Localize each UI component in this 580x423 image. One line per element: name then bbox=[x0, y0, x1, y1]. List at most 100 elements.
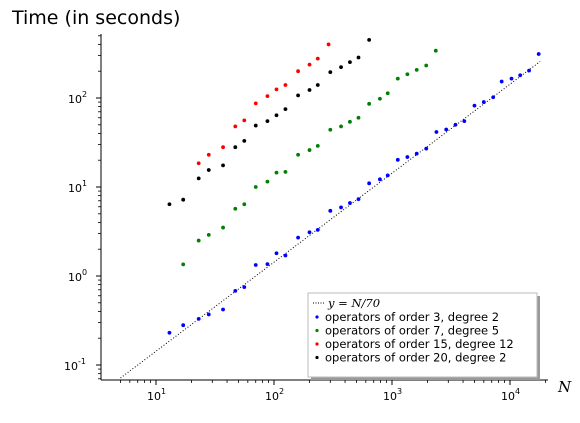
y-tick-label: 10-1 bbox=[64, 357, 86, 373]
data-point bbox=[181, 197, 186, 202]
y-tick-exponent: 2 bbox=[82, 90, 87, 99]
legend-reference-rhs: N/70 bbox=[350, 296, 380, 310]
legend-marker bbox=[315, 355, 319, 360]
data-point bbox=[367, 101, 372, 106]
data-point bbox=[296, 69, 300, 74]
data-point bbox=[274, 170, 279, 175]
data-point bbox=[283, 83, 288, 87]
data-point bbox=[328, 70, 333, 75]
data-point bbox=[296, 235, 300, 240]
x-tick-exponent: 4 bbox=[515, 387, 520, 396]
legend-reference-eq: = bbox=[335, 296, 352, 310]
x-tick-label: 104 bbox=[501, 387, 520, 403]
data-point bbox=[315, 227, 320, 232]
data-point bbox=[472, 103, 477, 108]
data-point bbox=[265, 94, 270, 99]
x-tick-label: 102 bbox=[265, 387, 284, 403]
data-point bbox=[242, 285, 247, 290]
data-point bbox=[242, 138, 247, 143]
data-point bbox=[253, 185, 258, 189]
data-point bbox=[265, 179, 270, 184]
data-point bbox=[196, 316, 201, 321]
x-tick-label: 101 bbox=[147, 387, 166, 403]
data-point bbox=[307, 62, 312, 67]
data-point bbox=[315, 56, 320, 61]
legend-box bbox=[307, 292, 538, 378]
data-point bbox=[296, 152, 300, 157]
legend-label: operators of order 7, degree 5 bbox=[325, 324, 499, 338]
series-4 bbox=[167, 37, 372, 207]
data-point bbox=[326, 42, 331, 47]
legend-label: operators of order 15, degree 12 bbox=[325, 337, 514, 351]
data-point bbox=[414, 67, 419, 72]
data-point bbox=[367, 181, 372, 186]
series-2 bbox=[181, 48, 438, 267]
data-point bbox=[274, 251, 279, 256]
data-point bbox=[356, 55, 361, 60]
data-point bbox=[233, 145, 238, 150]
data-point bbox=[283, 253, 288, 258]
x-axis-label: N bbox=[557, 378, 572, 396]
data-point bbox=[206, 232, 211, 237]
data-point bbox=[385, 173, 390, 178]
data-point bbox=[509, 76, 514, 81]
data-point bbox=[462, 119, 467, 124]
data-point bbox=[296, 93, 300, 98]
data-point bbox=[206, 312, 211, 317]
data-point bbox=[274, 113, 279, 118]
legend-label: operators of order 20, degree 2 bbox=[325, 351, 506, 365]
reference-line bbox=[120, 61, 541, 379]
x-tick-exponent: 2 bbox=[279, 387, 284, 396]
legend-marker bbox=[315, 342, 319, 346]
data-point bbox=[206, 152, 211, 157]
data-point bbox=[356, 197, 361, 202]
y-tick-exponent: -1 bbox=[78, 357, 86, 366]
data-point bbox=[181, 323, 186, 328]
data-point bbox=[167, 202, 172, 207]
data-point bbox=[233, 289, 238, 293]
data-point bbox=[536, 52, 541, 56]
data-point bbox=[328, 127, 333, 132]
data-point bbox=[283, 169, 288, 174]
data-point bbox=[339, 65, 343, 70]
data-point bbox=[453, 122, 458, 127]
legend-reference-lhs: y bbox=[327, 296, 335, 310]
data-point bbox=[253, 123, 258, 128]
data-point bbox=[221, 163, 225, 168]
data-point bbox=[274, 87, 279, 92]
data-point bbox=[518, 73, 523, 78]
data-point bbox=[242, 202, 247, 207]
data-point bbox=[414, 151, 419, 156]
y-tick-label: 101 bbox=[68, 179, 87, 195]
data-point bbox=[253, 263, 258, 267]
data-point bbox=[196, 176, 201, 181]
data-points bbox=[167, 37, 541, 335]
data-point bbox=[221, 145, 225, 150]
x-tick-exponent: 1 bbox=[161, 387, 166, 396]
series-3 bbox=[196, 42, 331, 166]
data-point bbox=[339, 124, 343, 129]
data-point bbox=[424, 146, 429, 151]
legend-marker bbox=[315, 315, 319, 319]
data-point bbox=[265, 262, 270, 267]
data-point bbox=[348, 119, 352, 124]
data-point bbox=[395, 157, 400, 162]
data-point bbox=[444, 127, 449, 132]
data-point bbox=[221, 225, 225, 230]
data-point bbox=[405, 72, 410, 77]
data-point bbox=[434, 130, 439, 134]
data-point bbox=[367, 37, 372, 42]
data-point bbox=[424, 63, 429, 68]
data-point bbox=[196, 161, 201, 166]
data-point bbox=[206, 168, 211, 172]
data-point bbox=[167, 330, 172, 335]
data-point bbox=[181, 262, 186, 267]
data-point bbox=[315, 143, 320, 148]
data-point bbox=[499, 79, 504, 84]
data-point bbox=[378, 177, 382, 182]
data-point bbox=[328, 208, 333, 213]
data-point bbox=[265, 119, 270, 124]
data-point bbox=[307, 230, 312, 235]
x-tick-label: 103 bbox=[383, 387, 402, 403]
